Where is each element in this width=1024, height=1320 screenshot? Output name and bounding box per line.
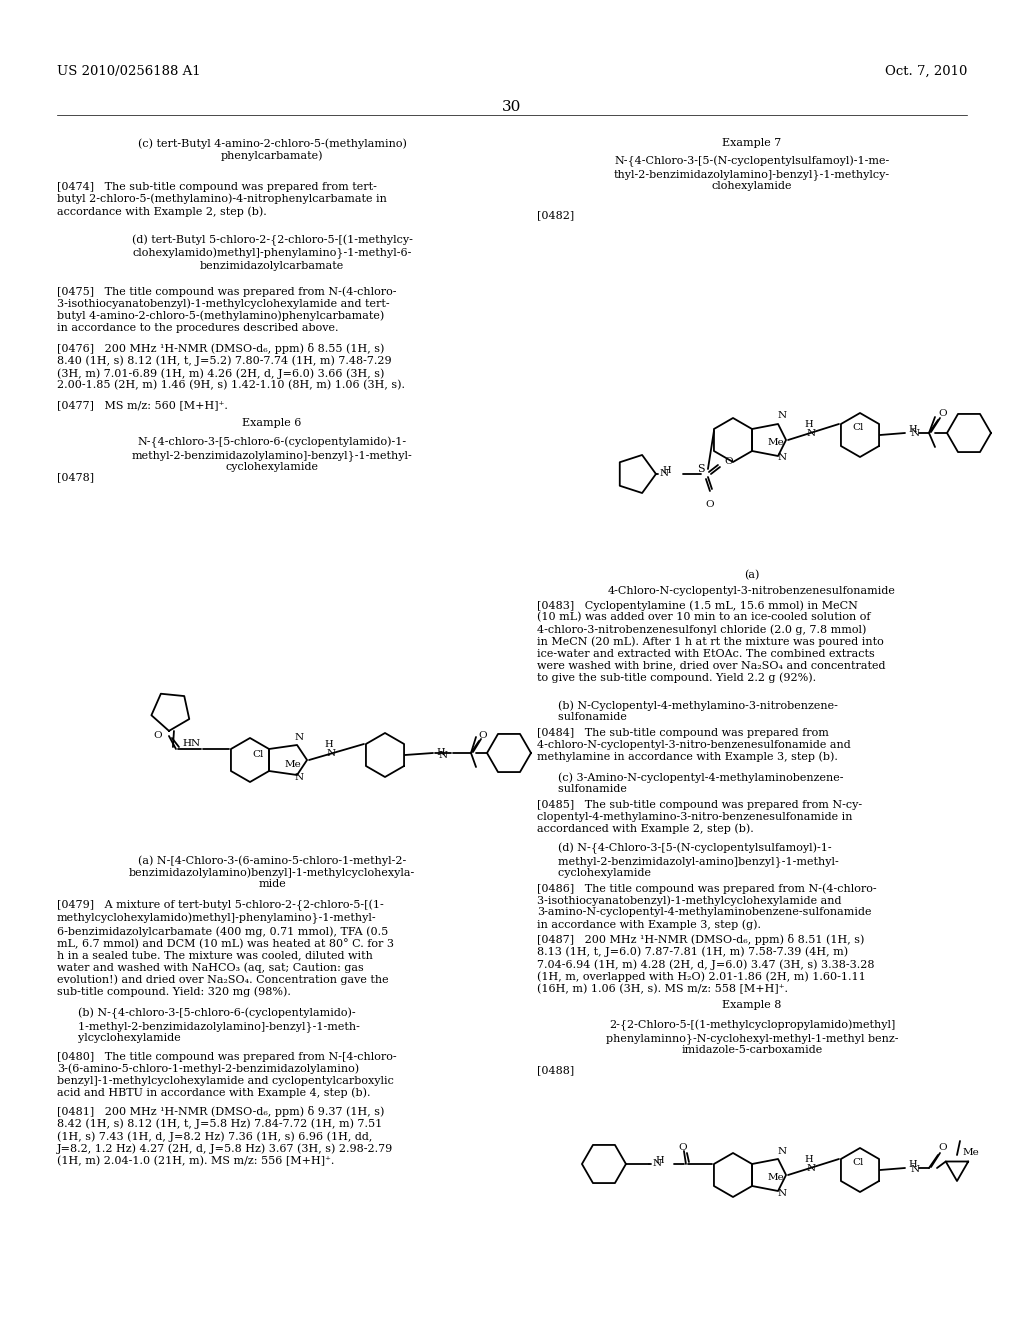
Text: [0480]   The title compound was prepared from N-[4-chloro-
3-(6-amino-5-chloro-1: [0480] The title compound was prepared f… (57, 1052, 396, 1098)
Text: N: N (807, 429, 816, 438)
Text: [0477]   MS m/z: 560 [M+H]⁺.: [0477] MS m/z: 560 [M+H]⁺. (57, 400, 228, 411)
Text: 4-Chloro-N-cyclopentyl-3-nitrobenzenesulfonamide: 4-Chloro-N-cyclopentyl-3-nitrobenzenesul… (608, 586, 896, 597)
Text: H: H (804, 1155, 813, 1164)
Text: Example 8: Example 8 (722, 1001, 781, 1010)
Text: H: H (908, 425, 916, 434)
Text: Me: Me (768, 438, 784, 447)
Text: [0474]   The sub-title compound was prepared from tert-
butyl 2-chloro-5-(methyl: [0474] The sub-title compound was prepar… (57, 182, 387, 216)
Text: N: N (911, 429, 921, 438)
Text: H: H (325, 741, 333, 748)
Text: N: N (439, 751, 449, 759)
Text: (a): (a) (744, 570, 760, 581)
Text: Cl: Cl (852, 1158, 863, 1167)
Text: Example 6: Example 6 (243, 418, 302, 428)
Text: H: H (436, 748, 444, 756)
Text: [0488]: [0488] (537, 1065, 574, 1074)
Text: N: N (911, 1164, 921, 1173)
Text: Oct. 7, 2010: Oct. 7, 2010 (885, 65, 967, 78)
Text: US 2010/0256188 A1: US 2010/0256188 A1 (57, 65, 201, 78)
Text: H: H (804, 420, 813, 429)
Text: [0487]   200 MHz ¹H-NMR (DMSO-d₆, ppm) δ 8.51 (1H, s)
8.13 (1H, t, J=6.0) 7.87-7: [0487] 200 MHz ¹H-NMR (DMSO-d₆, ppm) δ 8… (537, 935, 874, 994)
Text: O: O (939, 408, 947, 417)
Text: N-{4-Chloro-3-[5-(N-cyclopentylsulfamoyl)-1-me-
thyl-2-benzimidazolylamino]-benz: N-{4-Chloro-3-[5-(N-cyclopentylsulfamoyl… (614, 156, 890, 191)
Text: Me: Me (963, 1148, 980, 1158)
Text: (d) tert-Butyl 5-chloro-2-{2-chloro-5-[(1-methylcy-
clohexylamido)methyl]-phenyl: (d) tert-Butyl 5-chloro-2-{2-chloro-5-[(… (131, 235, 413, 271)
Text: S: S (697, 465, 705, 474)
Text: 30: 30 (503, 100, 521, 114)
Text: N: N (807, 1164, 816, 1173)
Text: [0486]   The title compound was prepared from N-(4-chloro-
3-isothiocyanatobenzy: [0486] The title compound was prepared f… (537, 883, 877, 929)
Text: N: N (659, 470, 669, 479)
Text: Example 7: Example 7 (722, 139, 781, 148)
Text: H: H (662, 466, 671, 475)
Text: N-{4-chloro-3-[5-chloro-6-(cyclopentylamido)-1-
methyl-2-benzimidazolylamino]-be: N-{4-chloro-3-[5-chloro-6-(cyclopentylam… (132, 437, 413, 473)
Text: [0481]   200 MHz ¹H-NMR (DMSO-d₆, ppm) δ 9.37 (1H, s)
8.42 (1H, s) 8.12 (1H, t, : [0481] 200 MHz ¹H-NMR (DMSO-d₆, ppm) δ 9… (57, 1106, 393, 1166)
Text: N: N (777, 412, 786, 421)
Text: (b) N-Cyclopentyl-4-methylamino-3-nitrobenzene-
      sulfonamide: (b) N-Cyclopentyl-4-methylamino-3-nitrob… (537, 700, 838, 722)
Text: O: O (939, 1143, 947, 1152)
Text: N: N (777, 1147, 786, 1155)
Text: [0479]   A mixture of tert-butyl 5-chloro-2-{2-chloro-5-[(1-
methylcyclohexylami: [0479] A mixture of tert-butyl 5-chloro-… (57, 900, 394, 998)
Text: [0484]   The sub-title compound was prepared from
4-chloro-N-cyclopentyl-3-nitro: [0484] The sub-title compound was prepar… (537, 729, 851, 762)
Text: [0485]   The sub-title compound was prepared from N-cy-
clopentyl-4-methylamino-: [0485] The sub-title compound was prepar… (537, 800, 862, 834)
Text: Me: Me (285, 760, 301, 770)
Text: (a) N-[4-Chloro-3-(6-amino-5-chloro-1-methyl-2-
benzimidazolylamino)benzyl]-1-me: (a) N-[4-Chloro-3-(6-amino-5-chloro-1-me… (129, 855, 415, 890)
Text: (c) 3-Amino-N-cyclopentyl-4-methylaminobenzene-
      sulfonamide: (c) 3-Amino-N-cyclopentyl-4-methylaminob… (537, 772, 844, 795)
Text: [0478]: [0478] (57, 473, 94, 482)
Text: O: O (154, 731, 162, 741)
Text: N: N (777, 1188, 786, 1197)
Text: 2-{2-Chloro-5-[(1-methylcyclopropylamido)methyl]
phenylaminno}-N-cyclohexyl-meth: 2-{2-Chloro-5-[(1-methylcyclopropylamido… (606, 1020, 898, 1055)
Text: O: O (706, 500, 715, 510)
Text: O: O (478, 730, 487, 739)
Text: [0482]: [0482] (537, 210, 574, 220)
Text: (b) N-{4-chloro-3-[5-chloro-6-(cyclopentylamido)-
      1-methyl-2-benzimidazoly: (b) N-{4-chloro-3-[5-chloro-6-(cyclopent… (57, 1008, 359, 1043)
Text: H: H (908, 1160, 916, 1170)
Text: (c) tert-Butyl 4-amino-2-chloro-5-(methylamino)
phenylcarbamate): (c) tert-Butyl 4-amino-2-chloro-5-(methy… (137, 139, 407, 161)
Text: Cl: Cl (852, 422, 863, 432)
Text: O: O (679, 1143, 687, 1152)
Text: H: H (655, 1156, 664, 1166)
Text: N: N (294, 772, 303, 781)
Text: Me: Me (768, 1173, 784, 1181)
Text: [0475]   The title compound was prepared from N-(4-chloro-
3-isothiocyanatobenzy: [0475] The title compound was prepared f… (57, 286, 396, 333)
Text: (d) N-{4-Chloro-3-[5-(N-cyclopentylsulfamoyl)-1-
      methyl-2-benzimidazolyl-a: (d) N-{4-Chloro-3-[5-(N-cyclopentylsulfa… (537, 843, 839, 878)
Text: N: N (653, 1159, 663, 1168)
Text: O: O (724, 458, 732, 466)
Text: HN: HN (183, 739, 201, 748)
Text: N: N (294, 733, 303, 742)
Text: [0476]   200 MHz ¹H-NMR (DMSO-d₆, ppm) δ 8.55 (1H, s)
8.40 (1H, s) 8.12 (1H, t, : [0476] 200 MHz ¹H-NMR (DMSO-d₆, ppm) δ 8… (57, 343, 406, 391)
Text: [0483]   Cyclopentylamine (1.5 mL, 15.6 mmol) in MeCN
(10 mL) was added over 10 : [0483] Cyclopentylamine (1.5 mL, 15.6 mm… (537, 601, 886, 682)
Text: N: N (327, 748, 336, 758)
Text: N: N (777, 454, 786, 462)
Text: Cl: Cl (252, 750, 263, 759)
